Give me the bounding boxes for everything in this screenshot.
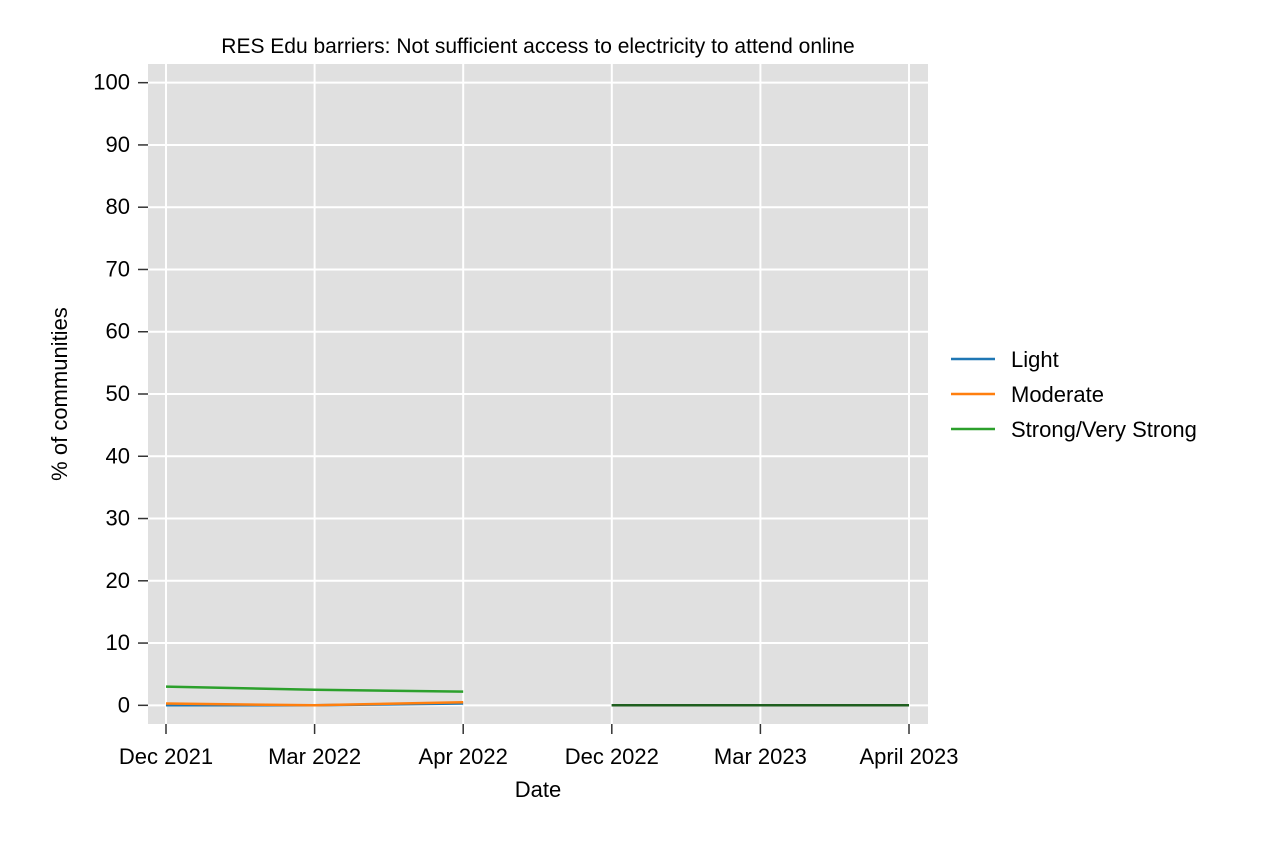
y-tick-label: 60 — [106, 319, 130, 344]
legend-label: Strong/Very Strong — [1011, 417, 1197, 442]
series-line-moderate — [165, 700, 464, 707]
y-tick-label: 100 — [93, 70, 130, 95]
y-tick-label: 20 — [106, 568, 130, 593]
y-tick-label: 30 — [106, 506, 130, 531]
y-tick-label: 80 — [106, 194, 130, 219]
series-lines — [165, 685, 909, 707]
x-tick-label: April 2023 — [859, 744, 958, 769]
x-tick-label: Dec 2022 — [565, 744, 659, 769]
y-axis-title: % of communities — [47, 307, 72, 481]
legend: Light Moderate Strong/Very Strong — [951, 347, 1197, 442]
y-tick-label: 40 — [106, 443, 130, 468]
chart-title: RES Edu barriers: Not sufficient access … — [221, 35, 854, 58]
y-tick-label: 0 — [118, 692, 130, 717]
y-tick-label: 10 — [106, 630, 130, 655]
axes: 0 10 20 30 40 50 60 70 80 90 100 Dec 2021 Mar 2022 Ap… — [93, 70, 958, 769]
y-tick-label: 50 — [106, 381, 130, 406]
x-tick-label: Mar 2023 — [714, 744, 807, 769]
legend-label: Moderate — [1011, 382, 1104, 407]
series-line-strong-very-strong — [165, 685, 464, 693]
x-tick-label: Dec 2021 — [119, 744, 213, 769]
x-axis-title: Date — [515, 777, 561, 802]
y-tick-label: 70 — [106, 256, 130, 281]
x-tick-label: Mar 2022 — [268, 744, 361, 769]
grid-lines — [148, 64, 928, 724]
x-tick-label: Apr 2022 — [419, 744, 508, 769]
legend-label: Light — [1011, 347, 1059, 372]
y-tick-label: 90 — [106, 132, 130, 157]
